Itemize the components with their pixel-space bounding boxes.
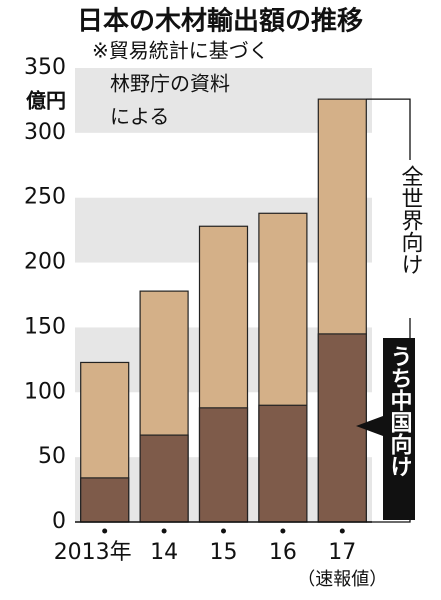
tick-dot	[339, 528, 345, 534]
legend-label: うち中国向け	[387, 345, 412, 477]
y-tick-label: 350	[24, 55, 66, 80]
x-tick-label: 17	[328, 540, 356, 565]
y-tick-label: 200	[24, 250, 66, 275]
y-tick-label: 0	[52, 509, 66, 534]
tick-dot	[102, 528, 108, 534]
category-note: （速報値）	[297, 569, 387, 590]
note: による	[110, 105, 169, 129]
y-tick-label: 300	[24, 120, 66, 145]
bar	[317, 333, 367, 523]
note: 林野庁の資料	[110, 72, 230, 96]
bar	[139, 434, 189, 523]
tick-dot	[221, 528, 226, 534]
y-tick-label: 150	[24, 314, 66, 339]
bar	[258, 404, 308, 523]
y-tick-label: 250	[24, 185, 66, 210]
bar	[198, 407, 249, 523]
x-tick-label: 15	[210, 540, 238, 565]
legend-box	[356, 338, 415, 520]
legend-label: 全世界向け	[398, 165, 424, 275]
y-unit: 億円	[26, 89, 66, 113]
note: ※貿易統計に基づく	[92, 39, 269, 63]
x-tick-label: 16	[269, 540, 297, 565]
tick-dot	[161, 528, 167, 534]
y-tick-label: 100	[24, 379, 66, 404]
x-tick-label: 2013年	[54, 540, 132, 565]
chart-title: 日本の木材輸出額の推移	[77, 6, 363, 37]
y-tick-label: 50	[38, 444, 66, 469]
x-tick-label: 14	[150, 540, 178, 565]
tick-dot	[280, 528, 286, 534]
bar	[80, 477, 130, 523]
